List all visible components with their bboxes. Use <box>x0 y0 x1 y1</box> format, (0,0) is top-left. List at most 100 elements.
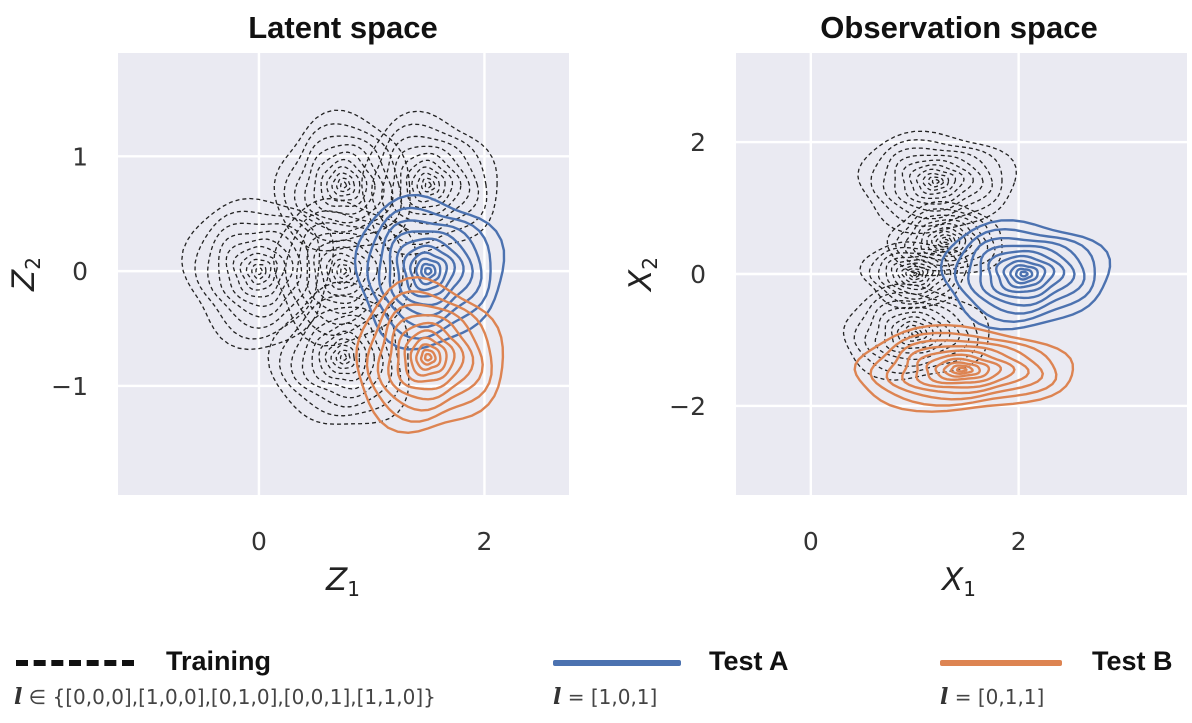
test-a-contours <box>939 219 1112 331</box>
contour-ring <box>942 238 950 244</box>
contour-ring <box>409 336 448 377</box>
contour-ring <box>942 361 982 378</box>
legend-test-b-line <box>940 660 1062 666</box>
contour-ring <box>340 267 348 275</box>
contour-ring <box>915 168 957 195</box>
contour-ring <box>415 343 442 371</box>
contour-ring <box>903 214 989 267</box>
contour-ring <box>273 109 411 252</box>
contour-ring <box>895 208 996 272</box>
contour-ring <box>411 166 446 203</box>
observation-title: Observation space <box>820 10 1097 45</box>
contour-ring <box>909 270 921 279</box>
contour-ring <box>361 110 498 256</box>
contour-ring <box>931 179 940 185</box>
contour-ring <box>225 238 294 307</box>
contour-ring <box>245 258 272 285</box>
contour-ring <box>424 181 432 189</box>
contour-ring <box>218 230 303 318</box>
legend-training-line <box>16 660 134 666</box>
contour-ring <box>402 244 457 298</box>
contour-ring <box>335 349 351 365</box>
contour-ring <box>1009 264 1039 285</box>
observation-ylabel: X2 <box>623 257 662 293</box>
contour-ring <box>853 323 1075 413</box>
contour-ring <box>311 322 375 390</box>
contour-ring <box>399 152 462 216</box>
contour-ring <box>293 135 394 233</box>
contour-ring <box>915 349 1016 389</box>
contour-ring <box>396 321 465 391</box>
latent-contours <box>181 109 506 435</box>
contour-ring <box>325 252 363 290</box>
contour-ring <box>900 265 929 284</box>
contour-ring <box>419 348 437 366</box>
contour-ring <box>313 151 376 215</box>
contour-ring <box>239 252 278 291</box>
contour-ring <box>355 275 505 435</box>
contour-ring <box>905 268 924 281</box>
contour-ring <box>420 262 437 281</box>
training-contours <box>181 109 498 425</box>
ytick-label-2: −2 <box>669 392 706 421</box>
xtick-label-0: 0 <box>803 527 819 556</box>
contour-ring <box>886 200 1003 277</box>
contour-ring <box>339 181 348 189</box>
contour-ring <box>994 254 1056 294</box>
latent-ticks: 0 2 1 0 −1 <box>51 142 492 556</box>
contour-ring <box>911 272 918 277</box>
contour-ring <box>318 330 367 382</box>
contour-ring <box>1019 270 1029 278</box>
contour-ring <box>939 236 953 246</box>
xtick-label-1: 2 <box>476 527 492 556</box>
contour-ring <box>251 263 267 280</box>
legend: Training l ∈ {[0,0,0],[1,0,0],[0,1,0],[0… <box>0 640 1192 723</box>
observation-grid <box>736 53 1187 495</box>
figure: Latent space 0 2 1 0 −1 Z1 Z2 Observation sp… <box>6 10 1187 601</box>
contour-ring <box>894 154 984 212</box>
legend-training-label: Training <box>166 646 272 676</box>
contour-ring <box>868 246 959 305</box>
contour-ring <box>283 123 403 243</box>
latent-xlabel: Z1 <box>325 562 360 601</box>
contour-ring <box>890 316 942 350</box>
contour-ring <box>206 222 311 329</box>
contour-ring <box>388 230 474 317</box>
contour-ring <box>395 237 465 307</box>
contour-ring <box>907 328 923 339</box>
legend-test-b-condition: l = [0,1,1] <box>940 684 1045 710</box>
contour-ring <box>232 245 286 298</box>
contour-ring <box>376 303 484 412</box>
contour-ring <box>901 159 974 205</box>
contour-ring <box>304 144 385 224</box>
legend-entry-test-b: Test B l = [0,1,1] <box>940 640 1190 723</box>
contour-ring <box>416 172 441 198</box>
contour-ring <box>366 206 492 340</box>
contour-ring <box>884 311 951 354</box>
contour-ring <box>181 197 335 351</box>
contour-ring <box>979 244 1076 307</box>
contour-ring <box>1014 267 1034 281</box>
contour-ring <box>330 344 356 370</box>
contour-ring <box>405 159 454 209</box>
contour-ring <box>324 338 361 375</box>
contour-ring <box>339 353 348 361</box>
contour-ring <box>925 353 1003 385</box>
legend-test-a-label: Test A <box>709 646 789 676</box>
legend-test-a-line <box>553 660 681 666</box>
legend-entry-test-a: Test A l = [1,0,1] <box>553 640 813 723</box>
observation-space-panel: Observation space 0 2 2 0 −2 X1 X2 <box>623 10 1187 601</box>
contour-ring <box>365 290 493 423</box>
contour-ring <box>336 263 352 280</box>
contour-ring <box>908 164 965 200</box>
contour-ring <box>931 230 961 251</box>
contour-ring <box>859 241 969 310</box>
xtick-label-1: 2 <box>1011 527 1027 556</box>
legend-training-condition: l ∈ {[0,0,0],[1,0,0],[0,1,0],[0,0,1],[1,… <box>14 684 436 710</box>
legend-entry-training: Training l ∈ {[0,0,0],[1,0,0],[0,1,0],[0… <box>14 640 484 723</box>
observation-xlabel: X1 <box>940 562 976 601</box>
contour-ring <box>320 158 368 208</box>
contour-ring <box>403 329 456 383</box>
contour-ring <box>934 357 991 382</box>
contour-ring <box>950 364 974 376</box>
